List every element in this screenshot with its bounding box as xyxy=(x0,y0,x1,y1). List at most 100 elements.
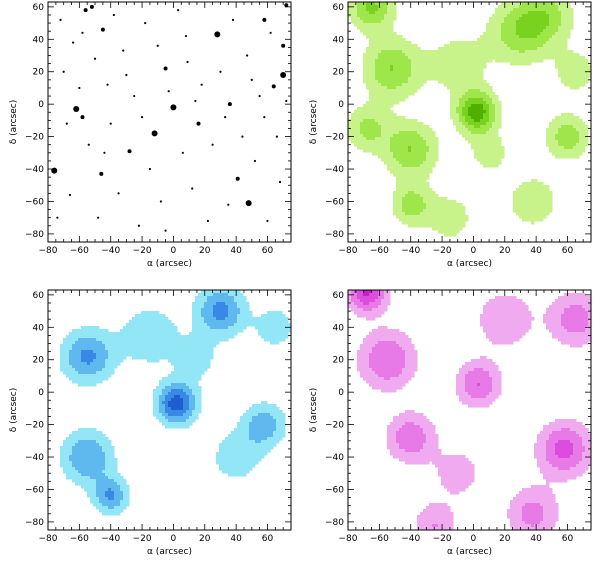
contour-cell xyxy=(423,200,457,204)
contour-cell xyxy=(555,449,574,453)
contour-cell xyxy=(96,485,121,489)
contour-cell xyxy=(183,401,190,405)
contour-cell xyxy=(555,419,577,423)
contour-cell xyxy=(381,50,403,54)
contour-cell xyxy=(96,491,106,495)
source-point xyxy=(219,70,222,73)
contour-cell xyxy=(381,389,397,393)
contour-cell xyxy=(261,401,268,405)
contour-cell xyxy=(159,404,166,408)
contour-cell xyxy=(549,149,586,153)
contour-cell xyxy=(390,377,412,381)
contour-cell xyxy=(72,452,106,456)
contour-cell xyxy=(420,425,436,429)
contour-cell xyxy=(510,503,526,507)
contour-cell xyxy=(195,395,202,399)
source-point xyxy=(78,86,81,90)
contour-cell xyxy=(534,455,547,459)
contour-cell xyxy=(78,371,97,375)
contour-cell xyxy=(465,389,493,393)
contour-cell xyxy=(402,425,421,429)
contour-cell xyxy=(165,398,172,402)
x-tick-label: 40 xyxy=(230,246,242,256)
contour-cell xyxy=(588,317,591,321)
contour-cell xyxy=(366,8,379,12)
contour-cell xyxy=(423,509,451,513)
contour-cell xyxy=(357,11,370,15)
contour-cell xyxy=(261,314,286,318)
source-point xyxy=(281,43,286,48)
contour-cell xyxy=(387,446,400,450)
contour-cell xyxy=(114,506,127,510)
contour-cell xyxy=(105,365,118,369)
contour-cell xyxy=(249,431,274,435)
contour-cell xyxy=(363,74,376,78)
contour-cell xyxy=(111,488,121,492)
panel-contour-1: −80 −60 −40 −20 0 20 40 60 −80 −60 −40 −20 0 20 40 60 α … xyxy=(309,1,592,269)
contour-cell xyxy=(540,431,553,435)
contour-cell xyxy=(162,389,172,393)
contour-cell xyxy=(189,395,196,399)
contour-cell xyxy=(435,464,475,468)
contour-cell xyxy=(468,404,490,408)
contour-cell xyxy=(249,425,277,429)
contour-cell xyxy=(489,104,496,108)
contour-cell xyxy=(225,437,250,441)
contour-cell xyxy=(216,317,226,321)
contour-cell xyxy=(483,104,490,108)
contour-cell xyxy=(534,446,547,450)
contour-cell xyxy=(357,2,367,6)
x-tick-label: −20 xyxy=(133,534,152,544)
contour-cell xyxy=(102,512,121,516)
contour-cell xyxy=(357,293,364,297)
contour-cell xyxy=(417,521,454,525)
contour-cell xyxy=(363,338,412,342)
contour-cell xyxy=(432,461,472,465)
contour-cell xyxy=(588,323,591,327)
contour-cell xyxy=(396,185,430,189)
contour-cell xyxy=(195,407,202,411)
contour-cell xyxy=(549,146,565,150)
contour-cell xyxy=(459,104,466,108)
contour-cell xyxy=(396,188,433,192)
contour-cell xyxy=(546,26,559,30)
contour-cell xyxy=(180,395,190,399)
contour-cell xyxy=(405,365,418,369)
contour-cell xyxy=(546,41,568,45)
contour-cell xyxy=(189,398,196,402)
contour-cell xyxy=(426,506,451,510)
contour-cell xyxy=(237,425,250,429)
contour-cell xyxy=(384,14,397,18)
contour-cell xyxy=(183,404,190,408)
contour-cell xyxy=(381,128,433,132)
contour-cell xyxy=(60,452,73,456)
y-axis-label: δ (arcsec) xyxy=(9,100,19,145)
contour-cell xyxy=(453,119,460,123)
contour-cell xyxy=(429,146,439,150)
contour-cell xyxy=(393,134,421,138)
contour-cell xyxy=(357,14,385,18)
contour-cell xyxy=(444,485,469,489)
contour-cell xyxy=(489,299,523,303)
contour-cell xyxy=(192,320,205,324)
contour-cell xyxy=(540,467,559,471)
contour-cell xyxy=(237,305,250,309)
contour-cell xyxy=(363,149,391,153)
contour-cell xyxy=(465,125,475,129)
contour-cell xyxy=(153,413,163,417)
contour-cell xyxy=(114,479,127,483)
contour-cell xyxy=(378,305,388,309)
contour-cell xyxy=(483,326,532,330)
contour-cell xyxy=(390,149,409,153)
contour-cell xyxy=(165,404,169,408)
source-point xyxy=(125,73,128,77)
contour-cell xyxy=(504,20,517,24)
contour-cell xyxy=(192,410,202,414)
contour-cell xyxy=(468,122,487,126)
source-point xyxy=(133,94,136,98)
contour-cell xyxy=(456,107,463,111)
contour-cell xyxy=(375,11,388,15)
contour-cell xyxy=(459,98,469,102)
contour-cell xyxy=(168,374,202,378)
contour-cell xyxy=(522,518,544,522)
